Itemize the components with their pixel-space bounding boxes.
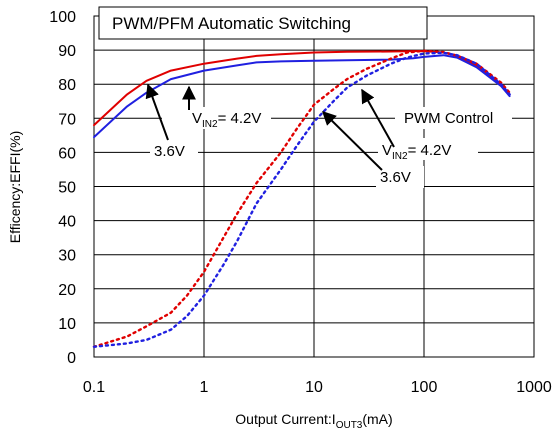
series-group	[92, 49, 511, 348]
x-tick-label: 10	[305, 379, 323, 396]
y-tick-label: 60	[58, 145, 76, 162]
annotation-36-left: 3.6V	[154, 143, 185, 160]
y-tick-label: 40	[58, 214, 76, 231]
y-tick-label: 30	[58, 248, 76, 265]
annotation-bg-pwm-control	[395, 107, 512, 129]
x-tick-label: 1000	[516, 379, 552, 396]
y-tick-label: 20	[58, 282, 76, 299]
annotation-bg-vin42-right	[378, 138, 478, 160]
series-line-pwmpfm-36V	[93, 54, 511, 139]
y-tick-label: 50	[58, 180, 76, 197]
x-axis-label: Output Current:IOUT3(mA)	[235, 411, 392, 431]
y-tick-label: 90	[58, 43, 76, 60]
y-axis-label: Efficency:EFFI(%)	[7, 131, 23, 244]
annotation-bg-36-right	[376, 166, 424, 188]
annotation-vin42-right: VIN2= 4.2V	[382, 142, 451, 162]
title-box	[98, 6, 428, 40]
arrow-36-right	[322, 111, 383, 171]
y-tick-label: 10	[58, 316, 76, 333]
x-tick-label: 100	[411, 379, 438, 396]
annotation-bg-36-left	[150, 140, 198, 162]
tick-labels: 0 10 20 30 40 50 60 70 80 90 100 0.1 1 10 100 1000	[49, 9, 552, 396]
arrow-36-left	[145, 83, 169, 141]
y-tick-label: 70	[58, 111, 76, 128]
x-tick-label: 0.1	[83, 379, 105, 396]
annotation-bg-vin42-left	[162, 107, 271, 129]
y-tick-label: 100	[49, 9, 76, 26]
annotation-pwm-control: PWM Control	[404, 110, 493, 127]
annotation-36-right: 3.6V	[380, 169, 411, 186]
annotation-vin42-left: VIN2= 4.2V	[192, 110, 261, 130]
arrow-vin42-right	[361, 88, 395, 148]
y-tick-label: 80	[58, 77, 76, 94]
chart-title: PWM/PFM Automatic Switching	[112, 14, 351, 33]
series-line-pwm-42V	[92, 49, 511, 348]
x-tick-label: 1	[200, 379, 209, 396]
y-tick-label: 0	[67, 350, 76, 367]
